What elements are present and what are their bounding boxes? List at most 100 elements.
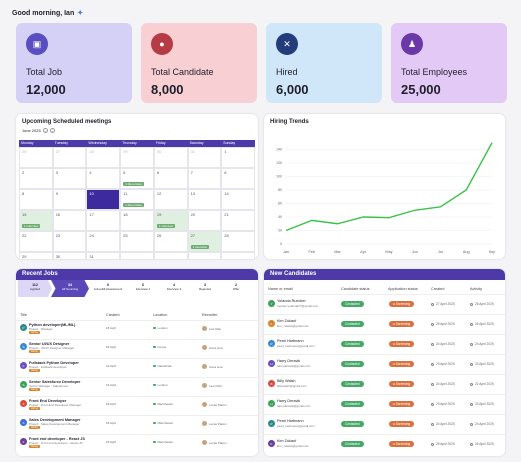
calendar-day-cell[interactable]: 20 (187, 210, 222, 231)
table-row[interactable]: B Billy Walsh billywalsh@gmail.com Contacte… (264, 374, 505, 393)
table-row[interactable]: H Harry Deravik harryderavik@gmail.com Cont… (264, 394, 505, 413)
table-row[interactable]: F Fullstack Python Developer Project : Ful… (16, 358, 258, 375)
calendar-day-cell[interactable]: 18 (120, 210, 154, 231)
calendar-day-cell[interactable]: 4 (86, 168, 121, 189)
candidates-column-header[interactable]: Name or email (268, 287, 293, 291)
meeting-event[interactable]: 1 Mon+View (123, 182, 144, 186)
calendar-day-cell[interactable]: 17 (86, 210, 121, 231)
application-status-badge[interactable]: ● Screening (389, 361, 415, 367)
calendar-day-cell[interactable]: 29 (120, 147, 154, 168)
table-row[interactable]: F Front end developer - React JS Project :… (16, 434, 258, 451)
calendar-day-cell[interactable]: 29 (19, 252, 53, 259)
calendar-day-cell[interactable]: 8 (19, 189, 53, 210)
pipeline-stage[interactable]: 2 Offer (220, 280, 252, 297)
table-row[interactable]: K Kim Zukauf kim_zukauf@gmail.com Contacted… (264, 314, 505, 333)
table-row[interactable]: P Pearl Hartmann pearl_hartmann@gmail.com C… (264, 334, 505, 353)
candidate-status-badge[interactable]: Contacted (341, 381, 364, 387)
candidates-column-header[interactable]: Activity (470, 287, 483, 291)
table-row[interactable]: H Harry Deravik harryderavik@gmail.com Cont… (264, 354, 505, 373)
candidate-status-badge[interactable]: Contacted (341, 401, 364, 407)
calendar-day-cell[interactable]: 26 (153, 231, 188, 252)
calendar-day-cell[interactable]: 14 (221, 189, 255, 210)
calendar-day-cell[interactable]: 22 (19, 231, 53, 252)
calendar-day-cell[interactable]: 27 1 interview (187, 231, 222, 252)
job-title[interactable]: Python developer(ML/ML) (29, 323, 76, 327)
application-status-badge[interactable]: ● Screening (389, 401, 415, 407)
jobs-column-header[interactable]: Location (153, 313, 168, 317)
candidate-name[interactable]: Billy Walsh (277, 379, 296, 383)
calendar-day-cell[interactable]: 9 (52, 189, 87, 210)
candidates-column-header[interactable]: Candidate status (341, 287, 370, 291)
candidate-name[interactable]: Pearl Hartmann (277, 419, 304, 423)
application-status-badge[interactable]: ● Screening (389, 441, 415, 447)
candidate-name[interactable]: Kim Zukauf (277, 439, 297, 443)
candidate-status-badge[interactable]: Contacted (341, 361, 364, 367)
application-status-badge[interactable]: ● Screening (389, 321, 415, 327)
calendar-day-cell[interactable]: 30 (52, 252, 87, 259)
job-title[interactable]: Fullstack Python Developer (29, 361, 79, 365)
calendar-day-cell[interactable]: 21 (221, 210, 255, 231)
job-title[interactable]: Sales Development Manager (29, 418, 81, 422)
job-title[interactable]: Front End Developer (29, 399, 67, 403)
candidate-status-badge[interactable]: Contacted (341, 301, 364, 307)
candidate-name[interactable]: Harry Deravik (277, 399, 301, 403)
table-row[interactable]: F Front End Developer Project : Front End … (16, 396, 258, 413)
table-row[interactable]: Y Yolanda Ruecker ruecker.yolanda77@gmail.… (264, 294, 505, 313)
calendar-day-cell[interactable]: 27 (52, 147, 87, 168)
jobs-column-header[interactable]: Recruiter (202, 313, 218, 317)
calendar-day-cell[interactable]: 25 (120, 231, 154, 252)
calendar-day-cell[interactable] (120, 252, 154, 259)
calendar-day-cell[interactable]: 30 (153, 147, 188, 168)
calendar-day-cell[interactable] (153, 252, 188, 259)
stat-card[interactable]: ✕ Hired 6,000 (266, 23, 382, 103)
stat-card[interactable]: ● Total Candidate 8,000 (141, 23, 257, 103)
calendar-day-cell[interactable]: 12 (153, 189, 188, 210)
calendar-day-cell[interactable]: 16 (52, 210, 87, 231)
table-row[interactable]: S Senior Salesforce Developer Senior Manag… (16, 377, 258, 394)
meeting-event[interactable]: 1 interview (22, 224, 41, 228)
calendar-day-cell[interactable] (187, 252, 222, 259)
job-title[interactable]: Senior Salesforce Developer (29, 380, 81, 384)
calendar-day-cell[interactable]: 1 (221, 147, 255, 168)
calendar-day-cell[interactable]: 10 (86, 189, 121, 210)
table-row[interactable]: P Pearl Hartmann pearl_hartmann@gmail.com C… (264, 414, 505, 433)
meeting-event[interactable]: 1 interview (190, 245, 209, 249)
calendar-day-cell[interactable]: 23 (52, 231, 87, 252)
table-row[interactable]: S Sales Development Manager Project : Sale… (16, 415, 258, 432)
calendar-day-cell[interactable]: 3 (52, 168, 87, 189)
pipeline-stage[interactable]: 6 Interview 1 (127, 280, 159, 297)
table-row[interactable]: S Senior UI/UX Designer Project : UI/UX De… (16, 339, 258, 356)
candidate-name[interactable]: Kim Zukauf (277, 319, 297, 323)
calendar-day-cell[interactable]: 26 (19, 147, 53, 168)
candidate-status-badge[interactable]: Contacted (341, 441, 364, 447)
jobs-column-header[interactable]: Title (20, 313, 28, 317)
application-status-badge[interactable]: ● Screening (389, 381, 415, 387)
prev-month-icon[interactable]: ‹ (42, 128, 48, 133)
pipeline-stage[interactable]: 34 All Sourcing (51, 280, 89, 297)
next-month-icon[interactable]: › (49, 128, 55, 133)
pipeline-stage[interactable]: 3 Rejected (189, 280, 221, 297)
job-title[interactable]: Front end developer - React JS (29, 437, 85, 441)
calendar-day-cell[interactable]: 13 (187, 189, 222, 210)
candidate-name[interactable]: Yolanda Ruecker (277, 299, 306, 303)
calendar-day-cell[interactable]: 31 (187, 147, 222, 168)
table-row[interactable]: K Kim Zukauf kim_zukauf@gmail.com Contacted… (264, 434, 505, 453)
job-title[interactable]: Senior UI/UX Designer (29, 342, 70, 346)
calendar-day-cell[interactable]: 2 (19, 168, 53, 189)
candidate-status-badge[interactable]: Contacted (341, 421, 364, 427)
calendar-day-cell[interactable] (221, 252, 255, 259)
calendar-day-cell[interactable]: 19 1 interview (153, 210, 188, 231)
calendar-day-cell[interactable]: 28 (221, 231, 255, 252)
pipeline-stage[interactable]: 4 Interview 2 (158, 280, 190, 297)
application-status-badge[interactable]: ● Screening (389, 421, 415, 427)
candidates-column-header[interactable]: Created (431, 287, 445, 291)
stat-card[interactable]: ♟ Total Employees 25,000 (391, 23, 507, 103)
calendar-day-cell[interactable]: 31 (86, 252, 121, 259)
calendar-day-cell[interactable]: 7 (187, 168, 222, 189)
candidate-status-badge[interactable]: Contacted (341, 321, 364, 327)
stat-card[interactable]: ▣ Total Job 12,000 (16, 23, 132, 103)
calendar-day-cell[interactable]: 28 (86, 147, 121, 168)
calendar-day-cell[interactable]: 15 1 interview (19, 210, 53, 231)
calendar-day-cell[interactable]: 11 1 Mon+View (120, 189, 154, 210)
